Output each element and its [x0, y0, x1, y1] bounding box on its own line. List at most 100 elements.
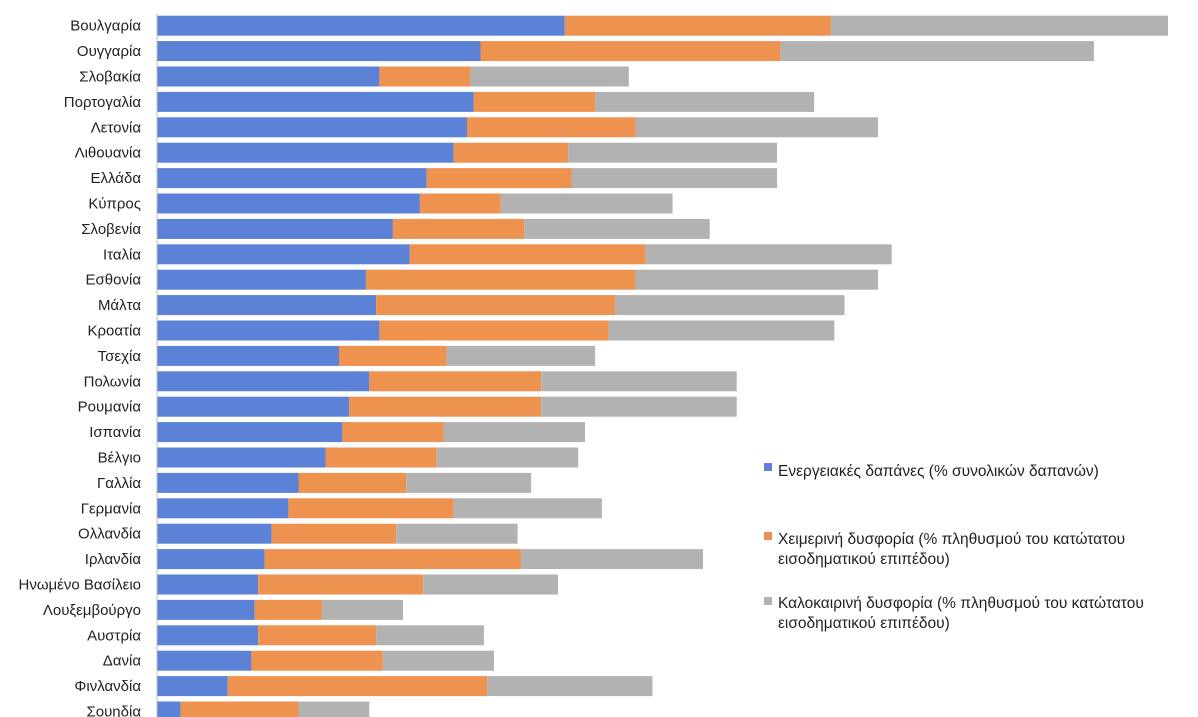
bar-summer-7 [500, 193, 673, 214]
category-label-0: Βουλγαρία [70, 18, 141, 35]
bar-summer-4 [635, 117, 879, 138]
bar-winter-12 [379, 320, 609, 341]
bar-summer-12 [608, 320, 835, 341]
bar-summer-20 [396, 523, 518, 544]
bar-winter-1 [480, 41, 781, 62]
bar-energy-21 [157, 549, 265, 570]
bar-energy-9 [157, 244, 410, 265]
bar-winter-10 [365, 269, 636, 290]
bar-winter-6 [426, 168, 572, 189]
legend-swatch-summer [764, 597, 772, 605]
bar-summer-2 [470, 66, 629, 87]
bar-summer-25 [382, 650, 494, 671]
bar-energy-22 [157, 574, 259, 595]
legend-label-winter-line2: εισοδηματικού επιπέδου) [778, 551, 950, 568]
category-label-16: Ισπανία [89, 424, 141, 441]
category-label-6: Ελλάδα [91, 170, 142, 187]
bar-winter-9 [409, 244, 646, 265]
category-label-25: Δανία [103, 653, 142, 670]
bar-energy-23 [157, 599, 255, 620]
bar-summer-6 [571, 168, 778, 189]
bar-summer-18 [406, 472, 532, 493]
bar-summer-24 [376, 625, 484, 646]
bar-winter-22 [258, 574, 424, 595]
bar-summer-0 [831, 15, 1168, 36]
bar-energy-13 [157, 345, 339, 366]
bar-summer-1 [780, 41, 1094, 62]
category-label-8: Σλοβενία [81, 221, 141, 238]
bar-energy-14 [157, 371, 370, 392]
bar-winter-27 [180, 701, 299, 717]
bar-winter-20 [271, 523, 397, 544]
legend-label-energy: Ενεργειακές δαπάνες (% συνολικών δαπανών… [778, 463, 1099, 480]
category-label-14: Πολωνία [84, 373, 142, 390]
category-label-26: Φινλανδία [74, 678, 141, 695]
bar-winter-5 [453, 142, 569, 163]
category-label-11: Μάλτα [98, 297, 141, 314]
bar-energy-24 [157, 625, 259, 646]
bar-summer-23 [322, 599, 403, 620]
bar-energy-12 [157, 320, 380, 341]
bar-winter-8 [392, 218, 525, 239]
bar-winter-17 [325, 447, 437, 468]
bar-energy-5 [157, 142, 454, 163]
category-label-4: Λετονία [91, 119, 142, 136]
bar-summer-26 [487, 676, 653, 697]
bar-summer-22 [423, 574, 558, 595]
bar-winter-13 [339, 345, 447, 366]
bar-winter-11 [376, 295, 616, 316]
category-label-13: Τσεχία [98, 348, 142, 365]
bar-winter-16 [342, 422, 444, 443]
legend-label-summer-line2: εισοδηματικού επιπέδου) [778, 615, 950, 632]
category-label-9: Ιταλία [103, 246, 141, 263]
bar-energy-19 [157, 498, 289, 519]
category-label-24: Αυστρία [87, 627, 141, 644]
bar-energy-11 [157, 295, 377, 316]
bar-summer-16 [443, 422, 585, 443]
category-label-10: Εσθονία [86, 272, 142, 289]
category-label-3: Πορτογαλία [64, 94, 142, 111]
legend-swatch-energy [764, 463, 772, 471]
bar-summer-13 [446, 345, 596, 366]
bar-energy-1 [157, 41, 481, 62]
bar-summer-9 [645, 244, 892, 265]
bar-winter-19 [288, 498, 454, 519]
bar-winter-25 [251, 650, 383, 671]
category-label-27: Σουηδία [86, 704, 141, 717]
bar-winter-4 [467, 117, 636, 138]
bar-summer-11 [615, 295, 845, 316]
category-label-23: Λουξεμβούργο [43, 602, 141, 619]
legend-label-summer: Καλοκαιρινή δυσφορία (% πληθυσμού του κα… [778, 595, 1148, 632]
bar-summer-5 [568, 142, 777, 163]
bar-energy-16 [157, 422, 343, 443]
bar-energy-17 [157, 447, 326, 468]
legend: Ενεργειακές δαπάνες (% συνολικών δαπανών… [764, 463, 1148, 632]
category-label-21: Ιρλανδία [85, 551, 142, 568]
category-label-5: Λιθουανία [75, 145, 142, 162]
category-label-17: Βέλγιο [98, 450, 141, 467]
bar-winter-0 [564, 15, 831, 36]
bar-energy-6 [157, 168, 427, 189]
category-label-2: Σλοβακία [79, 69, 141, 86]
bar-summer-14 [541, 371, 737, 392]
bar-summer-3 [595, 91, 815, 112]
legend-swatch-winter [764, 532, 772, 540]
bar-summer-10 [635, 269, 879, 290]
bar-energy-25 [157, 650, 252, 671]
bar-winter-15 [349, 396, 542, 417]
bar-energy-18 [157, 472, 299, 493]
bar-energy-10 [157, 269, 366, 290]
bar-winter-14 [369, 371, 542, 392]
bar-energy-0 [157, 15, 565, 36]
bar-summer-21 [521, 549, 703, 570]
category-labels-group: Βουλγαρία Ουγγαρία Σλοβακία Πορτογαλία Λετον… [18, 18, 141, 717]
category-label-22: Ηνωμένο Βασίλειο [18, 577, 141, 594]
bar-winter-24 [258, 625, 377, 646]
bar-winter-18 [298, 472, 407, 493]
bar-energy-3 [157, 91, 474, 112]
bar-winter-7 [419, 193, 501, 214]
bar-energy-8 [157, 218, 393, 239]
legend-label-summer-line1: Καλοκαιρινή δυσφορία (% πληθυσμού του κα… [778, 595, 1144, 612]
bar-energy-2 [157, 66, 380, 87]
